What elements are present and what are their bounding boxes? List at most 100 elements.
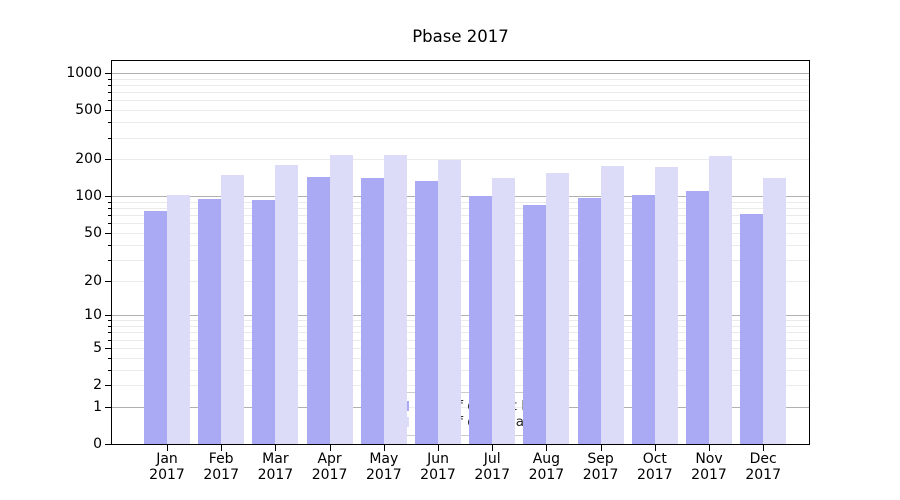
y-minor-tick-30: [108, 259, 111, 261]
y-minor-tick-600: [108, 100, 111, 102]
x-tick-label-mar: Mar 2017: [257, 451, 294, 483]
y-minor-tick-70: [108, 215, 111, 217]
y-tick-50: [105, 232, 111, 234]
gridline-minor-900: [112, 78, 809, 80]
y-minor-tick-700: [108, 92, 111, 94]
y-minor-tick-4: [108, 357, 111, 359]
bar-downloads-jul: [492, 178, 516, 444]
x-tick-oct: [654, 445, 656, 451]
y-minor-tick-80: [108, 208, 111, 209]
bar-downloads-may: [383, 154, 407, 444]
bar-distinct-ips-aug: [523, 205, 547, 444]
y-minor-tick-800: [108, 85, 111, 86]
bar-distinct-ips-oct: [631, 195, 655, 444]
x-tick-jan: [167, 445, 168, 451]
bar-downloads-jun: [438, 159, 461, 444]
y-tick-label-50: 50: [84, 224, 102, 241]
gridline-major-1000: [112, 73, 809, 74]
y-minor-tick-9: [108, 320, 111, 322]
x-tick-label-jun: Jun 2017: [420, 451, 456, 483]
y-minor-tick-8: [108, 326, 111, 327]
x-tick-jun: [438, 445, 439, 451]
x-tick-dec: [763, 445, 765, 451]
y-minor-tick-6: [108, 339, 111, 341]
y-tick-label-20: 20: [84, 272, 102, 289]
x-tick-label-nov: Nov 2017: [691, 451, 727, 483]
x-tick-apr: [329, 445, 331, 451]
x-tick-label-sep: Sep 2017: [582, 451, 619, 483]
x-tick-label-dec: Dec 2017: [745, 451, 781, 483]
bar-downloads-aug: [546, 172, 570, 444]
x-tick-label-aug: Aug 2017: [528, 451, 565, 483]
y-minor-tick-40: [108, 244, 111, 246]
bar-distinct-ips-jul: [469, 196, 493, 444]
x-tick-label-oct: Oct 2017: [636, 451, 673, 483]
x-tick-feb: [221, 445, 223, 451]
bar-distinct-ips-apr: [306, 177, 330, 444]
y-tick-label-500: 500: [75, 102, 102, 119]
y-minor-tick-3: [108, 369, 111, 371]
y-tick-label-5: 5: [93, 339, 102, 356]
x-tick-label-apr: Apr 2017: [311, 451, 348, 483]
x-tick-label-may: May 2017: [365, 451, 402, 483]
bar-distinct-ips-jan: [144, 210, 167, 444]
bar-distinct-ips-nov: [686, 191, 709, 444]
y-tick-500: [105, 110, 111, 112]
gridline-minor-400: [112, 122, 809, 124]
bar-distinct-ips-feb: [198, 198, 222, 444]
gridline-minor-800: [112, 85, 809, 86]
x-tick-nov: [709, 445, 710, 451]
y-tick-label-10: 10: [84, 307, 102, 324]
y-tick-label-1000: 1000: [66, 65, 102, 81]
y-tick-label-2: 2: [93, 377, 102, 393]
y-tick-10: [105, 315, 111, 317]
bar-downloads-sep: [600, 166, 624, 444]
gridline-minor-600: [112, 100, 809, 102]
bar-distinct-ips-may: [360, 178, 384, 444]
gridline-minor-500: [112, 110, 809, 112]
y-tick-label-0: 0: [93, 436, 102, 452]
x-tick-label-jan: Jan 2017: [149, 451, 185, 483]
bar-downloads-nov: [709, 156, 732, 444]
bar-distinct-ips-mar: [252, 200, 276, 444]
y-tick-0: [105, 444, 111, 445]
y-tick-200: [105, 159, 111, 161]
y-tick-2: [105, 385, 111, 386]
x-tick-may: [383, 445, 385, 451]
bar-downloads-apr: [329, 154, 353, 444]
chart-title: Pbase 2017: [412, 27, 509, 46]
y-tick-label-1: 1: [93, 398, 102, 415]
gridline-minor-700: [112, 92, 809, 94]
y-minor-tick-900: [108, 78, 111, 80]
x-tick-sep: [600, 445, 602, 451]
bar-downloads-oct: [654, 167, 678, 444]
x-tick-label-jul: Jul 2017: [474, 451, 510, 483]
plot-area: Nb of distinct IPs Nb of downloads: [111, 60, 810, 445]
gridline-minor-300: [112, 137, 809, 139]
x-tick-jul: [492, 445, 494, 451]
bar-downloads-feb: [221, 175, 245, 444]
y-tick-1: [105, 406, 111, 408]
bar-distinct-ips-dec: [740, 213, 764, 444]
bar-downloads-jan: [167, 195, 190, 444]
x-tick-aug: [546, 445, 548, 451]
y-tick-20: [105, 280, 111, 282]
x-tick-label-feb: Feb 2017: [203, 451, 239, 483]
y-tick-5: [105, 347, 111, 349]
y-minor-tick-400: [108, 122, 111, 124]
y-tick-100: [105, 196, 111, 198]
y-tick-label-100: 100: [75, 188, 102, 205]
bar-distinct-ips-jun: [415, 181, 438, 444]
gridline-minor-200: [112, 159, 809, 161]
y-tick-1000: [105, 73, 111, 74]
bar-downloads-dec: [763, 177, 787, 444]
y-minor-tick-60: [108, 223, 111, 225]
y-tick-label-200: 200: [75, 151, 102, 168]
bar-distinct-ips-sep: [577, 197, 601, 444]
y-minor-tick-90: [108, 201, 111, 203]
bar-downloads-mar: [275, 164, 299, 444]
y-minor-tick-7: [108, 332, 111, 334]
x-tick-mar: [275, 445, 277, 451]
y-minor-tick-300: [108, 137, 111, 139]
